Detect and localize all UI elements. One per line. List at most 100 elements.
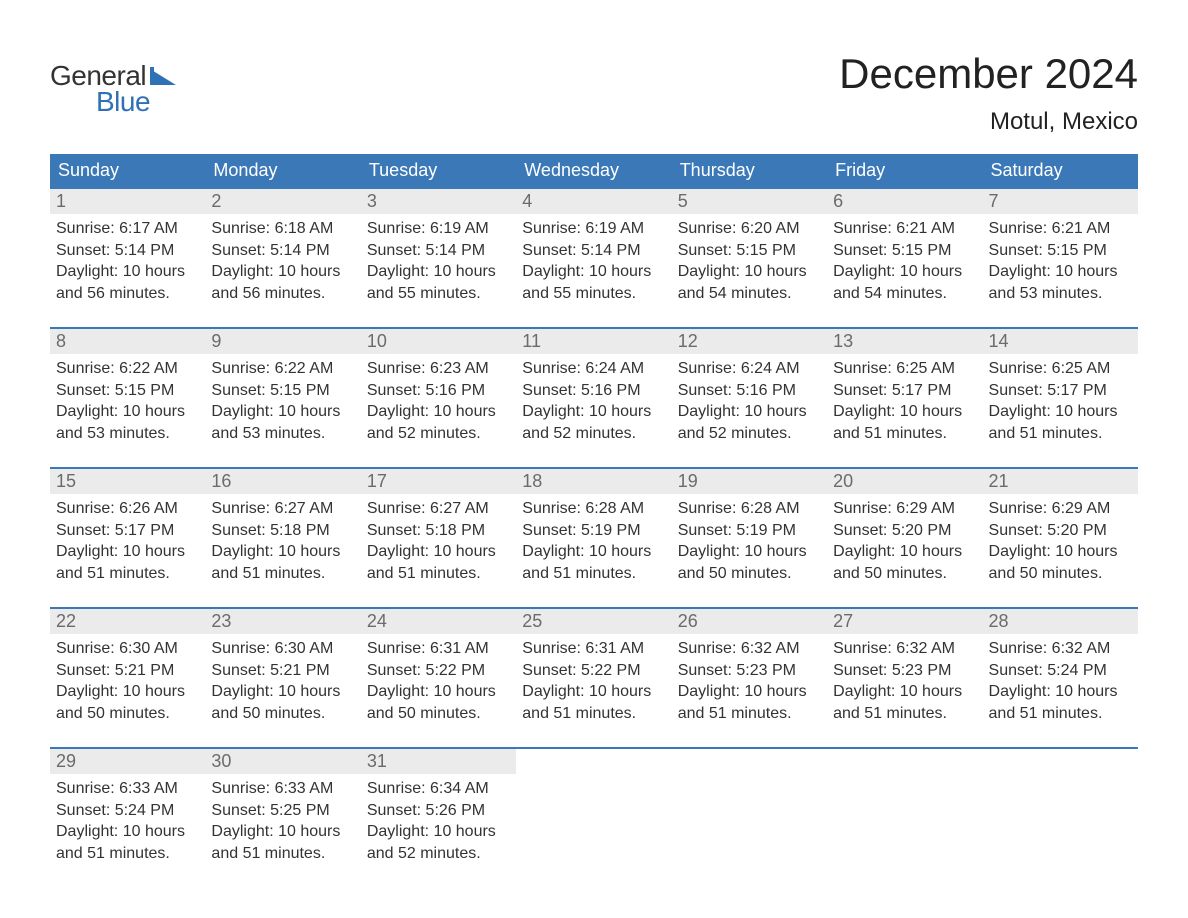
weekday-header: Monday [205, 154, 360, 187]
sunrise-line: Sunrise: 6:25 AM [833, 358, 976, 380]
sunrise-line: Sunrise: 6:31 AM [367, 638, 510, 660]
day-body: Sunrise: 6:27 AMSunset: 5:18 PMDaylight:… [361, 494, 516, 588]
day-cell: 27Sunrise: 6:32 AMSunset: 5:23 PMDayligh… [827, 609, 982, 729]
day-number: 10 [361, 329, 516, 354]
day-body: Sunrise: 6:29 AMSunset: 5:20 PMDaylight:… [983, 494, 1138, 588]
daylight-line: Daylight: 10 hours [678, 401, 821, 423]
daylight-line: and 50 minutes. [211, 703, 354, 725]
day-cell: 4Sunrise: 6:19 AMSunset: 5:14 PMDaylight… [516, 189, 671, 309]
day-cell: 15Sunrise: 6:26 AMSunset: 5:17 PMDayligh… [50, 469, 205, 589]
day-number: 11 [516, 329, 671, 354]
day-cell: 2Sunrise: 6:18 AMSunset: 5:14 PMDaylight… [205, 189, 360, 309]
day-cell: 9Sunrise: 6:22 AMSunset: 5:15 PMDaylight… [205, 329, 360, 449]
day-body: Sunrise: 6:31 AMSunset: 5:22 PMDaylight:… [361, 634, 516, 728]
day-number: 8 [50, 329, 205, 354]
daylight-line: and 53 minutes. [211, 423, 354, 445]
sunset-line: Sunset: 5:26 PM [367, 800, 510, 822]
daylight-line: Daylight: 10 hours [56, 401, 199, 423]
day-number: 25 [516, 609, 671, 634]
sunrise-line: Sunrise: 6:25 AM [989, 358, 1132, 380]
sunrise-line: Sunrise: 6:29 AM [833, 498, 976, 520]
sunrise-line: Sunrise: 6:30 AM [56, 638, 199, 660]
daylight-line: and 51 minutes. [56, 843, 199, 865]
daylight-line: Daylight: 10 hours [833, 401, 976, 423]
daylight-line: Daylight: 10 hours [367, 681, 510, 703]
daylight-line: and 50 minutes. [833, 563, 976, 585]
day-body: Sunrise: 6:24 AMSunset: 5:16 PMDaylight:… [672, 354, 827, 448]
day-cell: 20Sunrise: 6:29 AMSunset: 5:20 PMDayligh… [827, 469, 982, 589]
sunset-line: Sunset: 5:18 PM [367, 520, 510, 542]
sunrise-line: Sunrise: 6:30 AM [211, 638, 354, 660]
day-body: Sunrise: 6:27 AMSunset: 5:18 PMDaylight:… [205, 494, 360, 588]
day-body: Sunrise: 6:18 AMSunset: 5:14 PMDaylight:… [205, 214, 360, 308]
day-body: Sunrise: 6:28 AMSunset: 5:19 PMDaylight:… [516, 494, 671, 588]
daylight-line: and 50 minutes. [56, 703, 199, 725]
daylight-line: and 56 minutes. [211, 283, 354, 305]
daylight-line: Daylight: 10 hours [211, 401, 354, 423]
weekday-header: Saturday [983, 154, 1138, 187]
day-number: 19 [672, 469, 827, 494]
sunrise-line: Sunrise: 6:27 AM [211, 498, 354, 520]
daylight-line: and 50 minutes. [367, 703, 510, 725]
day-number: 5 [672, 189, 827, 214]
week-row: 22Sunrise: 6:30 AMSunset: 5:21 PMDayligh… [50, 607, 1138, 729]
day-number: 21 [983, 469, 1138, 494]
daylight-line: Daylight: 10 hours [678, 681, 821, 703]
sunrise-line: Sunrise: 6:33 AM [211, 778, 354, 800]
daylight-line: and 51 minutes. [211, 563, 354, 585]
sunset-line: Sunset: 5:23 PM [678, 660, 821, 682]
daylight-line: Daylight: 10 hours [56, 261, 199, 283]
sunset-line: Sunset: 5:24 PM [56, 800, 199, 822]
daylight-line: and 51 minutes. [833, 703, 976, 725]
sunset-line: Sunset: 5:15 PM [989, 240, 1132, 262]
day-cell: 30Sunrise: 6:33 AMSunset: 5:25 PMDayligh… [205, 749, 360, 869]
sunset-line: Sunset: 5:21 PM [211, 660, 354, 682]
weekday-header: Sunday [50, 154, 205, 187]
day-number: 18 [516, 469, 671, 494]
sunrise-line: Sunrise: 6:33 AM [56, 778, 199, 800]
daylight-line: and 51 minutes. [989, 423, 1132, 445]
day-body: Sunrise: 6:28 AMSunset: 5:19 PMDaylight:… [672, 494, 827, 588]
day-number: 14 [983, 329, 1138, 354]
day-cell: 3Sunrise: 6:19 AMSunset: 5:14 PMDaylight… [361, 189, 516, 309]
day-body: Sunrise: 6:21 AMSunset: 5:15 PMDaylight:… [983, 214, 1138, 308]
day-number: 27 [827, 609, 982, 634]
day-number-empty [516, 749, 671, 774]
day-number: 28 [983, 609, 1138, 634]
sunset-line: Sunset: 5:16 PM [367, 380, 510, 402]
title-block: December 2024 Motul, Mexico [839, 50, 1138, 136]
sunset-line: Sunset: 5:21 PM [56, 660, 199, 682]
sunset-line: Sunset: 5:14 PM [367, 240, 510, 262]
sunrise-line: Sunrise: 6:31 AM [522, 638, 665, 660]
daylight-line: and 55 minutes. [522, 283, 665, 305]
weekday-header: Friday [827, 154, 982, 187]
daylight-line: and 56 minutes. [56, 283, 199, 305]
sunrise-line: Sunrise: 6:20 AM [678, 218, 821, 240]
daylight-line: Daylight: 10 hours [367, 541, 510, 563]
sunrise-line: Sunrise: 6:23 AM [367, 358, 510, 380]
day-body: Sunrise: 6:32 AMSunset: 5:24 PMDaylight:… [983, 634, 1138, 728]
sunrise-line: Sunrise: 6:24 AM [522, 358, 665, 380]
day-body: Sunrise: 6:32 AMSunset: 5:23 PMDaylight:… [672, 634, 827, 728]
daylight-line: and 52 minutes. [522, 423, 665, 445]
day-cell: 29Sunrise: 6:33 AMSunset: 5:24 PMDayligh… [50, 749, 205, 869]
daylight-line: Daylight: 10 hours [989, 261, 1132, 283]
weeks-container: 1Sunrise: 6:17 AMSunset: 5:14 PMDaylight… [50, 187, 1138, 869]
day-number-empty [827, 749, 982, 774]
daylight-line: Daylight: 10 hours [989, 541, 1132, 563]
day-cell: 18Sunrise: 6:28 AMSunset: 5:19 PMDayligh… [516, 469, 671, 589]
daylight-line: and 52 minutes. [678, 423, 821, 445]
day-number: 7 [983, 189, 1138, 214]
sunset-line: Sunset: 5:16 PM [678, 380, 821, 402]
daylight-line: and 52 minutes. [367, 843, 510, 865]
day-body: Sunrise: 6:29 AMSunset: 5:20 PMDaylight:… [827, 494, 982, 588]
day-body: Sunrise: 6:25 AMSunset: 5:17 PMDaylight:… [983, 354, 1138, 448]
sunset-line: Sunset: 5:17 PM [833, 380, 976, 402]
sunset-line: Sunset: 5:16 PM [522, 380, 665, 402]
day-cell: 21Sunrise: 6:29 AMSunset: 5:20 PMDayligh… [983, 469, 1138, 589]
day-number: 22 [50, 609, 205, 634]
day-body: Sunrise: 6:31 AMSunset: 5:22 PMDaylight:… [516, 634, 671, 728]
day-number: 12 [672, 329, 827, 354]
daylight-line: and 51 minutes. [989, 703, 1132, 725]
month-title: December 2024 [839, 50, 1138, 98]
